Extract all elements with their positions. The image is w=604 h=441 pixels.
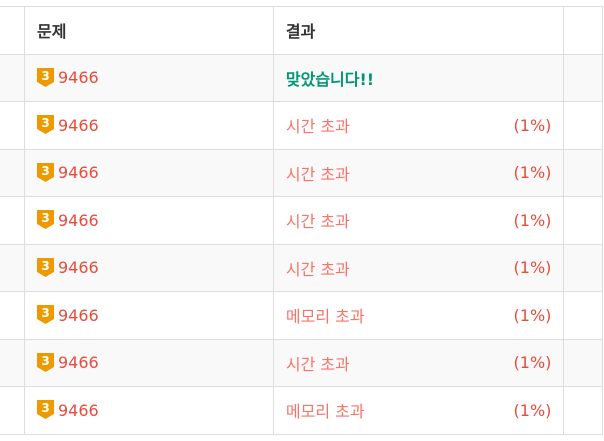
svg-text:3: 3 bbox=[41, 401, 49, 415]
cell-prev bbox=[0, 243, 25, 292]
result-cell: 메모리 초과 (1%) bbox=[272, 291, 565, 340]
result-cell: 시간 초과 (1%) bbox=[272, 148, 565, 197]
result-cell: 시간 초과 (1%) bbox=[272, 101, 565, 150]
cell-prev bbox=[0, 53, 25, 102]
cell-prev bbox=[0, 291, 25, 340]
problem-cell: 3 9466 bbox=[24, 243, 274, 292]
result-percent: (1%) bbox=[513, 353, 552, 373]
problem-cell: 3 9466 bbox=[24, 338, 274, 387]
svg-text:3: 3 bbox=[41, 354, 49, 368]
problem-cell: 3 9466 bbox=[24, 101, 274, 150]
result-cell: 맞았습니다!! bbox=[272, 53, 565, 102]
result-percent: (1%) bbox=[513, 258, 552, 278]
result-percent: (1%) bbox=[513, 210, 552, 230]
cell-next bbox=[563, 148, 603, 197]
problem-cell: 3 9466 bbox=[24, 196, 274, 245]
gold-3-tier-icon: 3 bbox=[37, 67, 54, 89]
gold-3-tier-icon: 3 bbox=[37, 210, 54, 231]
cell-next bbox=[563, 386, 603, 435]
problem-link[interactable]: 9466 bbox=[58, 163, 99, 183]
svg-text:3: 3 bbox=[41, 211, 49, 225]
result-text: 시간 초과 bbox=[285, 259, 350, 279]
gold-3-tier-icon: 3 bbox=[37, 162, 54, 184]
cell-prev bbox=[0, 386, 25, 435]
gold-3-tier-icon: 3 bbox=[37, 115, 54, 136]
table-row: 3 9466 시간 초과 (1%) bbox=[0, 243, 603, 292]
cell-prev bbox=[0, 196, 25, 245]
table-row: 3 9466 시간 초과 (1%) bbox=[0, 196, 603, 245]
result-cell: 시간 초과 (1%) bbox=[272, 243, 565, 292]
table-header-row: 문제 결과 bbox=[0, 6, 603, 55]
svg-text:3: 3 bbox=[41, 164, 49, 178]
result-text: 맞았습니다!! bbox=[285, 69, 375, 89]
result-percent: (1%) bbox=[513, 115, 552, 135]
svg-text:3: 3 bbox=[41, 116, 49, 130]
table-row: 3 9466 메모리 초과 (1%) bbox=[0, 291, 603, 340]
table-row: 3 9466 메모리 초과 (1%) bbox=[0, 386, 603, 435]
result-text: 시간 초과 bbox=[285, 164, 350, 184]
problem-cell: 3 9466 bbox=[24, 291, 274, 340]
problem-link[interactable]: 9466 bbox=[58, 210, 99, 230]
result-text: 시간 초과 bbox=[285, 117, 350, 137]
cell-next bbox=[563, 291, 603, 340]
result-text: 메모리 초과 bbox=[285, 307, 365, 327]
problem-cell: 3 9466 bbox=[24, 53, 274, 102]
header-cell-prev bbox=[0, 6, 25, 55]
table-row: 3 9466 시간 초과 (1%) bbox=[0, 101, 603, 150]
svg-text:3: 3 bbox=[41, 259, 49, 273]
problem-link[interactable]: 9466 bbox=[58, 353, 99, 373]
cell-next bbox=[563, 338, 603, 387]
cell-next bbox=[563, 196, 603, 245]
cell-prev bbox=[0, 101, 25, 150]
svg-text:3: 3 bbox=[41, 306, 49, 320]
cell-prev bbox=[0, 338, 25, 387]
cell-next bbox=[563, 53, 603, 102]
gold-3-tier-icon: 3 bbox=[37, 305, 54, 326]
table-row: 3 9466 시간 초과 (1%) bbox=[0, 338, 603, 387]
result-cell: 메모리 초과 (1%) bbox=[272, 386, 565, 435]
problem-cell: 3 9466 bbox=[24, 386, 274, 435]
result-percent: (1%) bbox=[513, 163, 552, 183]
gold-3-tier-icon: 3 bbox=[37, 257, 54, 279]
gold-3-tier-icon: 3 bbox=[37, 400, 54, 421]
result-text: 시간 초과 bbox=[285, 354, 350, 374]
table-row: 3 9466 맞았습니다!! bbox=[0, 53, 603, 102]
problem-link[interactable]: 9466 bbox=[58, 68, 99, 88]
problem-link[interactable]: 9466 bbox=[58, 400, 99, 420]
result-text: 메모리 초과 bbox=[285, 402, 365, 422]
result-cell: 시간 초과 (1%) bbox=[272, 196, 565, 245]
result-text: 시간 초과 bbox=[285, 212, 350, 232]
header-result: 결과 bbox=[272, 6, 565, 55]
problem-link[interactable]: 9466 bbox=[58, 305, 99, 325]
problem-link[interactable]: 9466 bbox=[58, 258, 99, 278]
cell-next bbox=[563, 101, 603, 150]
problem-link[interactable]: 9466 bbox=[58, 115, 99, 135]
cell-prev bbox=[0, 148, 25, 197]
submission-table: 문제 결과 3 9466 맞았습니다!! 3 9466 bbox=[0, 6, 603, 435]
result-percent: (1%) bbox=[513, 400, 552, 420]
problem-cell: 3 9466 bbox=[24, 148, 274, 197]
header-problem: 문제 bbox=[24, 6, 274, 55]
table-row: 3 9466 시간 초과 (1%) bbox=[0, 148, 603, 197]
svg-text:3: 3 bbox=[41, 69, 49, 83]
result-cell: 시간 초과 (1%) bbox=[272, 338, 565, 387]
header-cell-next bbox=[563, 6, 603, 55]
cell-next bbox=[563, 243, 603, 292]
gold-3-tier-icon: 3 bbox=[37, 352, 54, 374]
result-percent: (1%) bbox=[513, 305, 552, 325]
